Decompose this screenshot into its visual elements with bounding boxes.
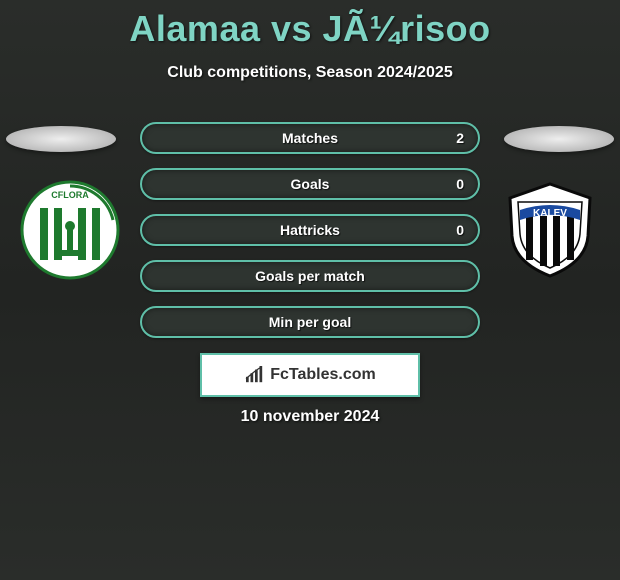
- stat-label: Hattricks: [280, 222, 340, 238]
- page-title: Alamaa vs JÃ¼risoo: [0, 0, 620, 50]
- svg-text:KALEV: KALEV: [533, 208, 567, 219]
- stats-container: Matches 2 Goals 0 Hattricks 0 Goals per …: [140, 122, 480, 352]
- stat-row-min-per-goal: Min per goal: [140, 306, 480, 338]
- stat-row-hattricks: Hattricks 0: [140, 214, 480, 246]
- cflora-badge-icon: CFLORA: [20, 180, 120, 280]
- left-ellipse-placeholder: [6, 126, 116, 152]
- date-text: 10 november 2024: [0, 408, 620, 426]
- brand-text: FcTables.com: [270, 366, 376, 384]
- stat-label: Goals per match: [255, 268, 365, 284]
- stat-label: Min per goal: [269, 314, 351, 330]
- stat-row-goals-per-match: Goals per match: [140, 260, 480, 292]
- stat-row-matches: Matches 2: [140, 122, 480, 154]
- stat-value-right: 2: [456, 130, 464, 146]
- svg-text:CFLORA: CFLORA: [51, 190, 89, 200]
- bar-chart-icon: [244, 366, 266, 384]
- brand-box[interactable]: FcTables.com: [200, 353, 420, 397]
- right-team-badge: KALEV: [500, 180, 600, 280]
- kalev-badge-icon: KALEV: [500, 180, 600, 280]
- stat-value-right: 0: [456, 176, 464, 192]
- stat-label: Matches: [282, 130, 338, 146]
- right-ellipse-placeholder: [504, 126, 614, 152]
- stat-value-right: 0: [456, 222, 464, 238]
- left-team-badge: CFLORA: [20, 180, 120, 280]
- stat-row-goals: Goals 0: [140, 168, 480, 200]
- page-subtitle: Club competitions, Season 2024/2025: [0, 64, 620, 82]
- stat-label: Goals: [291, 176, 330, 192]
